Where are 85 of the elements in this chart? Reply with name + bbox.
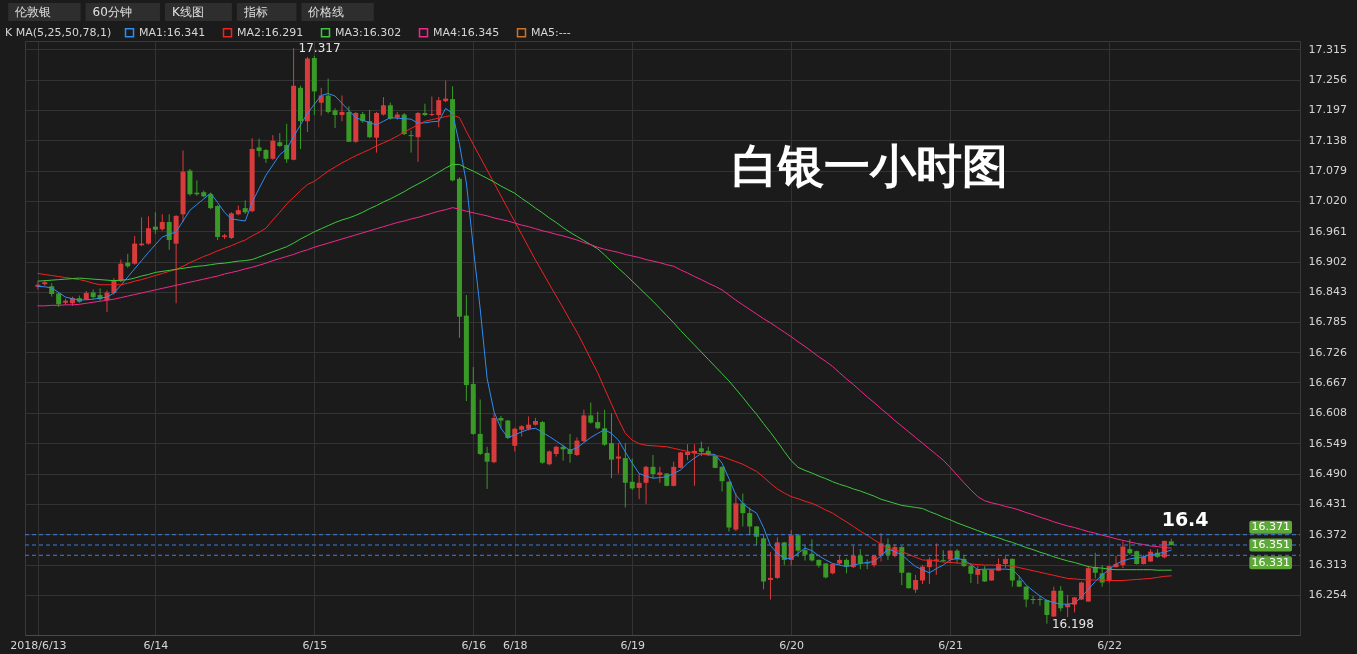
text: 伦敦银 <box>15 5 52 19</box>
candlestick <box>926 556 932 585</box>
candlestick <box>609 412 615 479</box>
candlestick <box>650 454 656 479</box>
x-tick-label: 6/20 <box>779 638 805 652</box>
candlestick <box>408 129 414 154</box>
candlestick <box>325 78 331 115</box>
y-tick-label: 16.549 <box>1308 436 1347 450</box>
candlestick <box>602 409 608 447</box>
candlestick <box>857 548 863 570</box>
candlestick <box>588 402 594 425</box>
text: 指标 <box>242 5 268 19</box>
candlestick <box>187 168 193 197</box>
ref-line-label: 16.371 <box>1251 520 1290 534</box>
y-tick-label: 17.197 <box>1308 103 1347 117</box>
candlestick <box>270 134 276 161</box>
y-tick-label: 16.902 <box>1308 255 1347 269</box>
candlestick <box>484 446 490 490</box>
text: 价格线 <box>307 5 345 19</box>
candlestick <box>657 466 663 484</box>
y-tick-label: 16.843 <box>1308 285 1347 299</box>
y-tick-label: 16.431 <box>1308 497 1347 511</box>
candlestick <box>629 458 635 491</box>
legend-label: MA5:--- <box>531 25 571 39</box>
x-tick-label: 6/19 <box>620 638 646 652</box>
candlestick <box>643 465 649 505</box>
annotation: 16.4 <box>1161 507 1209 530</box>
y-tick-label: 16.372 <box>1308 527 1347 541</box>
candlestick <box>767 551 773 601</box>
candlestick <box>166 213 172 251</box>
candlestick <box>636 473 642 500</box>
text: 白银一小时图 <box>732 139 1008 193</box>
candlestick <box>1023 585 1029 608</box>
annotation: 17.317 <box>298 41 341 56</box>
legend-label: MA2:16.291 <box>237 25 304 39</box>
candlestick <box>118 259 124 283</box>
candlestick <box>498 415 504 429</box>
candlestick <box>332 107 338 129</box>
candlestick <box>747 506 753 536</box>
legend-label: MA4:16.345 <box>433 25 500 39</box>
candlestick <box>719 465 725 493</box>
x-tick-label: 6/18 <box>502 638 528 652</box>
candlestick <box>740 493 746 527</box>
y-tick-label: 16.785 <box>1308 315 1347 329</box>
candlestick <box>422 103 428 117</box>
candlestick <box>968 563 974 584</box>
legend-label: MA3:16.302 <box>335 25 402 39</box>
candlestick <box>380 96 386 117</box>
candlestick <box>512 427 518 452</box>
y-tick-label: 17.020 <box>1308 194 1347 208</box>
y-tick-label: 16.313 <box>1308 558 1347 572</box>
y-tick-label: 17.256 <box>1308 73 1347 87</box>
text: K线图 <box>171 5 204 19</box>
text: 60分钟 <box>92 5 132 19</box>
candlestick <box>477 398 483 456</box>
legend-label: MA1:16.341 <box>139 25 206 39</box>
candlestick <box>615 442 621 475</box>
y-tick-label: 17.138 <box>1308 133 1347 147</box>
x-tick-label: 6/21 <box>938 638 963 652</box>
y-tick-label: 16.490 <box>1308 467 1347 481</box>
y-tick-label: 17.315 <box>1308 42 1347 56</box>
x-tick-label: 6/14 <box>143 638 169 652</box>
y-tick-label: 16.726 <box>1308 345 1347 359</box>
candlestick <box>145 215 151 246</box>
ref-line-label: 16.351 <box>1251 538 1290 551</box>
x-tick-label: 6/22 <box>1097 638 1122 652</box>
candlestick <box>367 109 373 139</box>
candlestick <box>436 96 442 128</box>
candlestick <box>1044 599 1050 625</box>
y-tick-label: 16.608 <box>1308 406 1347 420</box>
ref-line-label: 16.331 <box>1251 555 1290 569</box>
annotation: 16.198 <box>1051 616 1094 631</box>
y-tick-label: 16.667 <box>1308 375 1347 389</box>
x-tick-label: 6/16 <box>461 638 487 652</box>
candlestick <box>429 96 435 117</box>
y-tick-label: 17.079 <box>1308 164 1347 178</box>
candlestick <box>339 95 345 122</box>
legend-title: K MA(5,25,50,78,1) <box>5 26 112 39</box>
candlestick <box>671 461 677 487</box>
y-tick-label: 16.961 <box>1308 224 1347 238</box>
x-tick-label: 2018/6/13 <box>10 638 67 652</box>
candlestick <box>132 235 138 266</box>
x-tick-label: 6/15 <box>302 638 328 652</box>
candlestick <box>152 211 158 235</box>
y-tick-label: 16.254 <box>1308 588 1347 602</box>
